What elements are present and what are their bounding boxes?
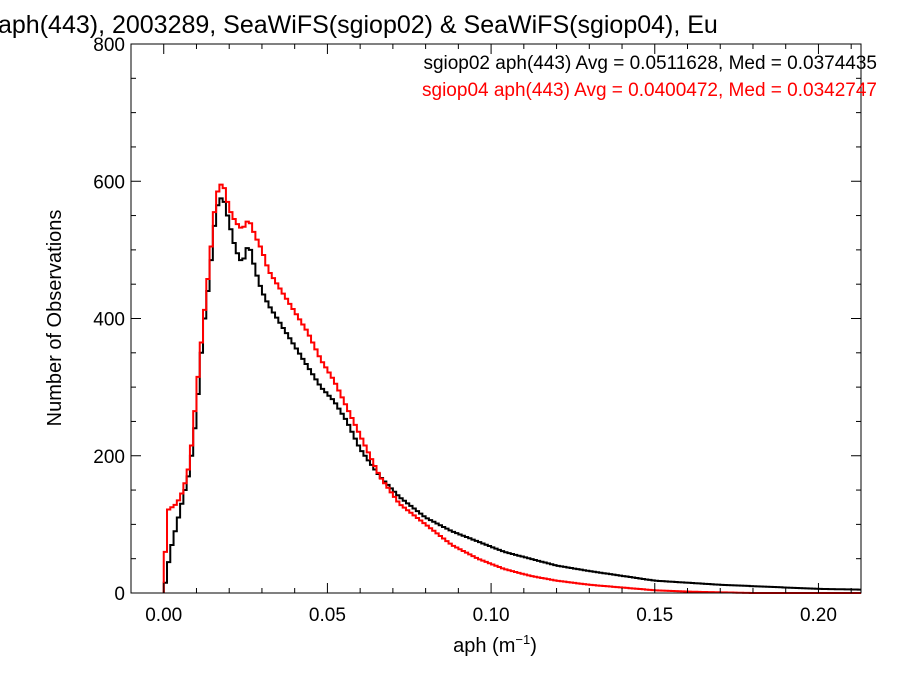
series-layer (162, 183, 861, 594)
series-sgiop04-line (162, 183, 861, 594)
series-sgiop02-line (162, 197, 861, 593)
x-axis-label-superscript: −1 (515, 632, 530, 647)
ticks-layer: 0.00 0.05 0.10 0.15 0.20 0 200 400 600 800 (93, 35, 861, 626)
y-axis-label: Number of Observations (44, 210, 66, 427)
y-tick-label: 600 (93, 172, 125, 193)
y-tick-label: 0 (114, 584, 125, 605)
x-tick-label: 0.00 (145, 605, 182, 626)
y-tick-label: 400 (93, 310, 125, 331)
legend-entry-sgiop04: sgiop04 aph(443) Avg = 0.0400472, Med = … (422, 80, 877, 101)
x-tick-label: 0.20 (800, 605, 837, 626)
y-tick-label: 800 (93, 35, 125, 56)
legend-entry-sgiop02: sgiop02 aph(443) Avg = 0.0511628, Med = … (423, 53, 877, 74)
x-tick-label: 0.10 (473, 605, 510, 626)
x-tick-label: 0.15 (636, 605, 673, 626)
plot-frame (130, 43, 862, 594)
x-axis-label: aph (m−1) (453, 632, 537, 657)
y-tick-label: 200 (93, 447, 125, 468)
chart-title: aph(443), 2003289, SeaWiFS(sgiop02) & Se… (0, 11, 718, 39)
x-tick-label: 0.05 (309, 605, 346, 626)
plot-area: 0.00 0.05 0.10 0.15 0.20 0 200 400 600 800 (93, 35, 862, 626)
